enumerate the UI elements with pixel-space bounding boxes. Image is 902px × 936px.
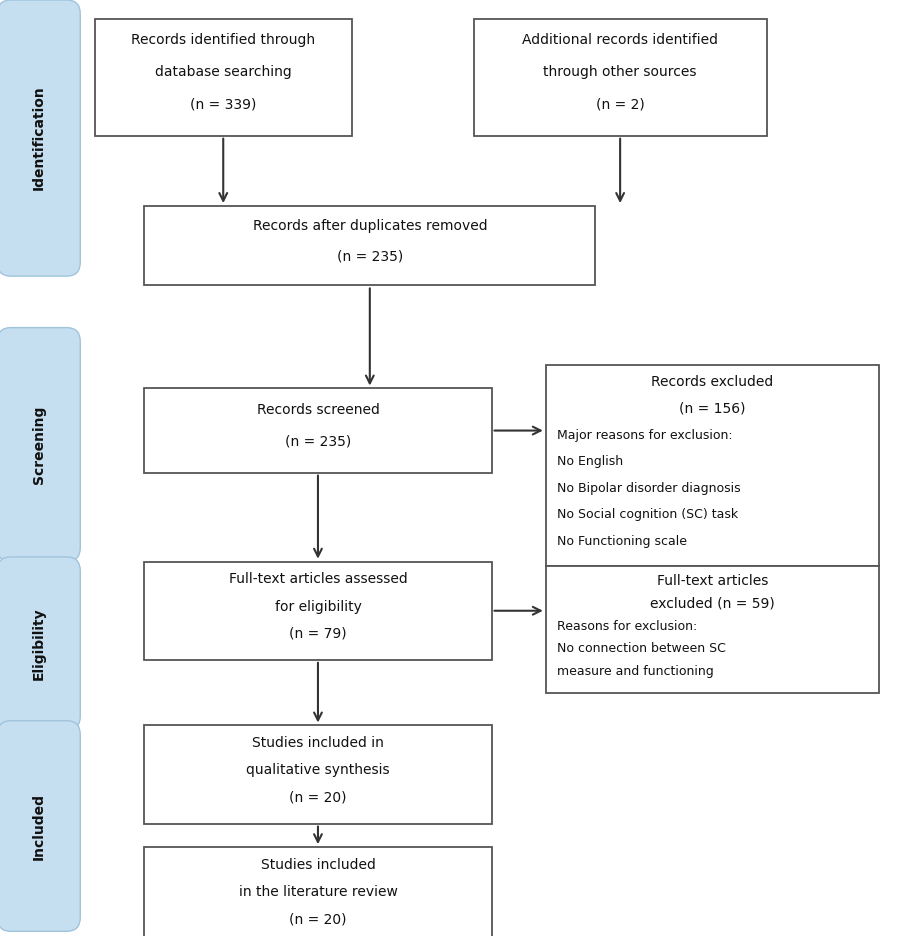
Text: Reasons for exclusion:: Reasons for exclusion:	[557, 620, 696, 633]
Text: Studies included: Studies included	[261, 857, 375, 871]
Text: (n = 20): (n = 20)	[290, 791, 346, 805]
Bar	[144, 847, 492, 936]
Text: excluded (n = 59): excluded (n = 59)	[650, 596, 775, 610]
Text: through other sources: through other sources	[543, 66, 697, 80]
Text: Records excluded: Records excluded	[651, 375, 774, 389]
Bar	[95, 19, 352, 136]
Text: Screening: Screening	[32, 405, 46, 484]
Text: (n = 79): (n = 79)	[290, 627, 346, 641]
Text: (n = 20): (n = 20)	[290, 913, 346, 927]
Bar	[144, 725, 492, 824]
Bar	[474, 19, 767, 136]
Text: (n = 235): (n = 235)	[336, 249, 403, 263]
Bar	[144, 562, 492, 660]
Text: database searching: database searching	[155, 66, 291, 80]
Text: (n = 235): (n = 235)	[285, 435, 351, 449]
FancyBboxPatch shape	[0, 557, 80, 730]
Text: (n = 339): (n = 339)	[190, 98, 256, 111]
Text: Additional records identified: Additional records identified	[522, 33, 718, 47]
Text: No Social cognition (SC) task: No Social cognition (SC) task	[557, 508, 738, 521]
Text: Major reasons for exclusion:: Major reasons for exclusion:	[557, 429, 732, 442]
Text: Studies included in: Studies included in	[252, 736, 384, 750]
Text: qualitative synthesis: qualitative synthesis	[246, 764, 390, 778]
Text: Records identified through: Records identified through	[131, 33, 316, 47]
Text: Records screened: Records screened	[256, 402, 380, 417]
Bar	[144, 206, 595, 285]
Text: Identification: Identification	[32, 86, 46, 190]
Text: (n = 2): (n = 2)	[595, 98, 645, 111]
Text: in the literature review: in the literature review	[238, 885, 398, 899]
Text: (n = 156): (n = 156)	[679, 402, 746, 416]
Text: Records after duplicates removed: Records after duplicates removed	[253, 219, 487, 233]
Bar	[546, 365, 879, 566]
Text: No connection between SC: No connection between SC	[557, 642, 725, 655]
Text: No English: No English	[557, 455, 622, 468]
Bar	[144, 388, 492, 473]
Text: No Bipolar disorder diagnosis: No Bipolar disorder diagnosis	[557, 482, 741, 494]
Text: Eligibility: Eligibility	[32, 607, 46, 680]
Text: No Functioning scale: No Functioning scale	[557, 534, 686, 548]
FancyBboxPatch shape	[0, 328, 80, 562]
Text: for eligibility: for eligibility	[274, 600, 362, 614]
Text: measure and functioning: measure and functioning	[557, 665, 713, 678]
FancyBboxPatch shape	[0, 721, 80, 931]
Text: Included: Included	[32, 793, 46, 859]
Text: Full-text articles assessed: Full-text articles assessed	[228, 572, 408, 586]
Bar	[546, 566, 879, 693]
Text: Full-text articles: Full-text articles	[657, 574, 769, 588]
FancyBboxPatch shape	[0, 0, 80, 276]
